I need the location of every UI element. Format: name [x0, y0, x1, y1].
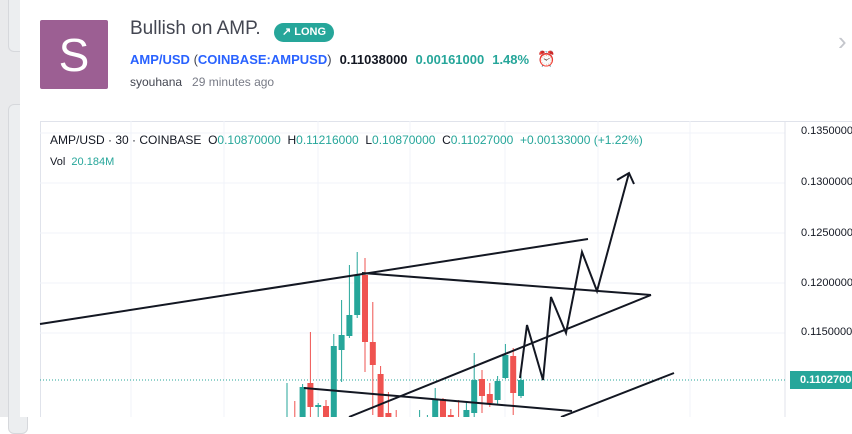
arrowhead-icon	[616, 171, 635, 185]
candle-body	[471, 380, 478, 413]
idea-card	[20, 0, 852, 417]
candle	[315, 403, 322, 417]
close-value: 0.11027000	[450, 133, 514, 147]
l-label: L	[365, 133, 373, 147]
candle-body	[447, 415, 454, 417]
candle-body	[385, 413, 392, 417]
volume-legend: Vol 20.184M	[50, 156, 114, 168]
axis-tick: 0.1200000	[801, 277, 852, 289]
symbol-link[interactable]: AMP/USD (COINBASE:AMPUSD)	[130, 51, 332, 67]
symbol[interactable]: AMP/USD	[130, 51, 190, 67]
candle-body	[502, 355, 509, 378]
idea-title[interactable]: Bullish on AMP.	[130, 18, 261, 39]
o-label: O	[208, 133, 218, 147]
price-change-pct: 1.48%	[492, 51, 530, 67]
candle-body	[346, 315, 353, 336]
badge-label: LONG	[294, 26, 327, 38]
vol-label: Vol	[50, 156, 66, 168]
candle	[362, 258, 368, 372]
low-value: 0.10870000	[372, 133, 436, 147]
h-label: H	[287, 133, 297, 147]
candle	[419, 410, 421, 417]
candle-body	[315, 405, 322, 407]
candle-body	[354, 275, 361, 315]
legend-symbol: AMP/USD	[50, 133, 105, 147]
candle	[471, 353, 478, 417]
chevron-right-icon[interactable]: ›	[838, 26, 847, 56]
candle	[458, 400, 460, 417]
candle	[385, 392, 392, 417]
candle	[330, 334, 337, 417]
candle-body	[432, 399, 439, 417]
author-avatar[interactable]: S	[40, 20, 108, 89]
current-price: 0.11038000	[339, 51, 408, 67]
grid	[40, 121, 785, 417]
legend-exchange: COINBASE	[139, 133, 202, 147]
candle	[440, 398, 446, 417]
bar-change: +0.00133000 (+1.22%)	[519, 133, 643, 147]
chart-canvas[interactable]	[0, 0, 852, 417]
axis-tick: 0.1350000	[801, 125, 852, 137]
candle	[338, 300, 345, 382]
trendline-lower[interactable]	[560, 372, 675, 417]
candle-body	[307, 383, 314, 407]
alarm-clock-icon[interactable]: ⏰	[537, 51, 556, 68]
candle	[369, 302, 376, 415]
candle	[447, 409, 454, 417]
candle-body	[479, 379, 485, 396]
exchange-symbol[interactable]: COINBASE:AMPUSD	[197, 51, 328, 67]
price-change: 0.00161000	[415, 51, 485, 67]
candle-body	[510, 356, 517, 393]
candle-body	[486, 394, 493, 403]
candle	[494, 376, 501, 405]
open-value: 0.10870000	[217, 133, 281, 147]
candle	[299, 384, 306, 417]
axis-tick: 0.1300000	[801, 176, 852, 188]
candle-body	[330, 346, 337, 417]
last-price-label: 0.1102700	[790, 371, 852, 389]
candle	[354, 252, 361, 318]
candle-body	[463, 410, 470, 417]
drawings[interactable]	[39, 171, 675, 417]
vol-value: 20.184M	[71, 156, 115, 168]
candle-body	[494, 381, 501, 400]
chart-area[interactable]	[40, 121, 852, 417]
trendline-descending[interactable]	[361, 272, 652, 296]
axis-tick: 0.1150000	[801, 326, 852, 338]
candle	[510, 348, 517, 415]
candle	[432, 388, 439, 417]
axis-tick: 0.1250000	[801, 227, 852, 239]
trendline-upper[interactable]	[39, 238, 589, 325]
author-line: syouhana 29 minutes ago	[130, 75, 274, 89]
candle-body	[440, 399, 446, 417]
trendline-bottom[interactable]	[303, 387, 573, 412]
high-value: 0.11216000	[296, 133, 359, 147]
candle	[286, 383, 288, 417]
projected-path[interactable]	[519, 172, 630, 381]
candle	[346, 265, 353, 338]
candle	[502, 344, 509, 379]
candle	[307, 332, 314, 417]
candle	[294, 401, 296, 417]
candle-body	[369, 342, 376, 365]
candle	[377, 366, 384, 417]
candle	[395, 410, 397, 417]
candle-body	[518, 380, 524, 396]
candle-body	[299, 387, 306, 417]
c-label: C	[442, 133, 451, 147]
candle	[463, 402, 470, 417]
time-ago: 29 minutes ago	[192, 75, 275, 89]
author-name[interactable]: syouhana	[130, 75, 183, 89]
candle	[479, 370, 485, 413]
candle-body	[362, 275, 368, 342]
candle-body	[338, 335, 345, 350]
candle	[323, 400, 329, 417]
candle-body	[323, 406, 329, 417]
chart-legend: AMP/USD · 30 · COINBASE O0.10870000 H0.1…	[50, 133, 643, 147]
arrow-up-right-icon: ↗	[282, 26, 292, 38]
long-badge: ↗ LONG	[274, 23, 335, 42]
symbol-line: AMP/USD (COINBASE:AMPUSD) 0.11038000 0.0…	[130, 50, 556, 68]
legend-interval: 30	[115, 133, 129, 147]
